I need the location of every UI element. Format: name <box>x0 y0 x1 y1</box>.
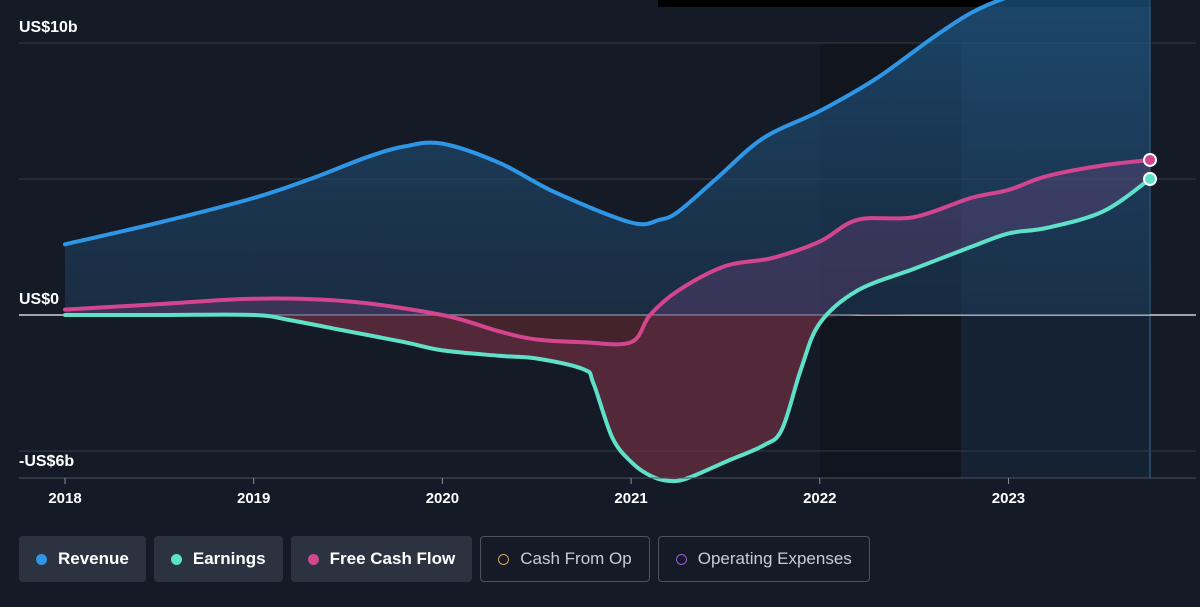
legend-toggle-earnings[interactable]: Earnings <box>153 536 283 582</box>
y-tick-label: US$0 <box>19 291 59 308</box>
x-tick-label: 2023 <box>992 490 1025 507</box>
legend-dot-icon <box>675 553 687 565</box>
negative-earnings-area <box>65 314 1150 482</box>
legend-label: Cash From Op <box>520 549 632 568</box>
free-cash-flow-line <box>63 158 1152 347</box>
legend-label: Operating Expenses <box>697 549 852 568</box>
x-tick-label: 2018 <box>48 490 81 507</box>
legend-dot-icon <box>307 553 319 565</box>
legend-dot-icon <box>498 553 510 565</box>
legend-label: Earnings <box>192 549 266 568</box>
top-overlay-bar <box>658 0 1151 7</box>
x-tick-label: 2021 <box>614 490 647 507</box>
x-tick-label: 2020 <box>426 490 459 507</box>
legend-toggle-operating-expenses[interactable]: Operating Expenses <box>657 536 870 582</box>
fcf-earnings-area <box>65 160 1150 482</box>
y-tick-label: -US$6b <box>19 453 74 470</box>
legend-toggle-free-cash-flow[interactable]: Free Cash Flow <box>290 536 473 582</box>
y-tick-label: US$10b <box>19 19 78 36</box>
legend-label: Revenue <box>58 549 129 568</box>
earnings-end-point <box>1143 172 1157 186</box>
legend-toggle-cash-from-op[interactable]: Cash From Op <box>480 536 650 582</box>
legend-dot-icon <box>170 553 182 565</box>
free-cash-flow-end-point <box>1143 152 1157 167</box>
legend-label: Free Cash Flow <box>329 549 456 568</box>
revenue-line <box>63 0 1006 247</box>
legend-toggle-revenue[interactable]: Revenue <box>19 536 146 582</box>
legend-dot-icon <box>36 553 47 565</box>
x-tick-label: 2022 <box>803 490 836 507</box>
x-tick-label: 2019 <box>237 490 270 507</box>
legend: Revenue Earnings Free Cash Flow Cash From O… <box>19 536 870 582</box>
